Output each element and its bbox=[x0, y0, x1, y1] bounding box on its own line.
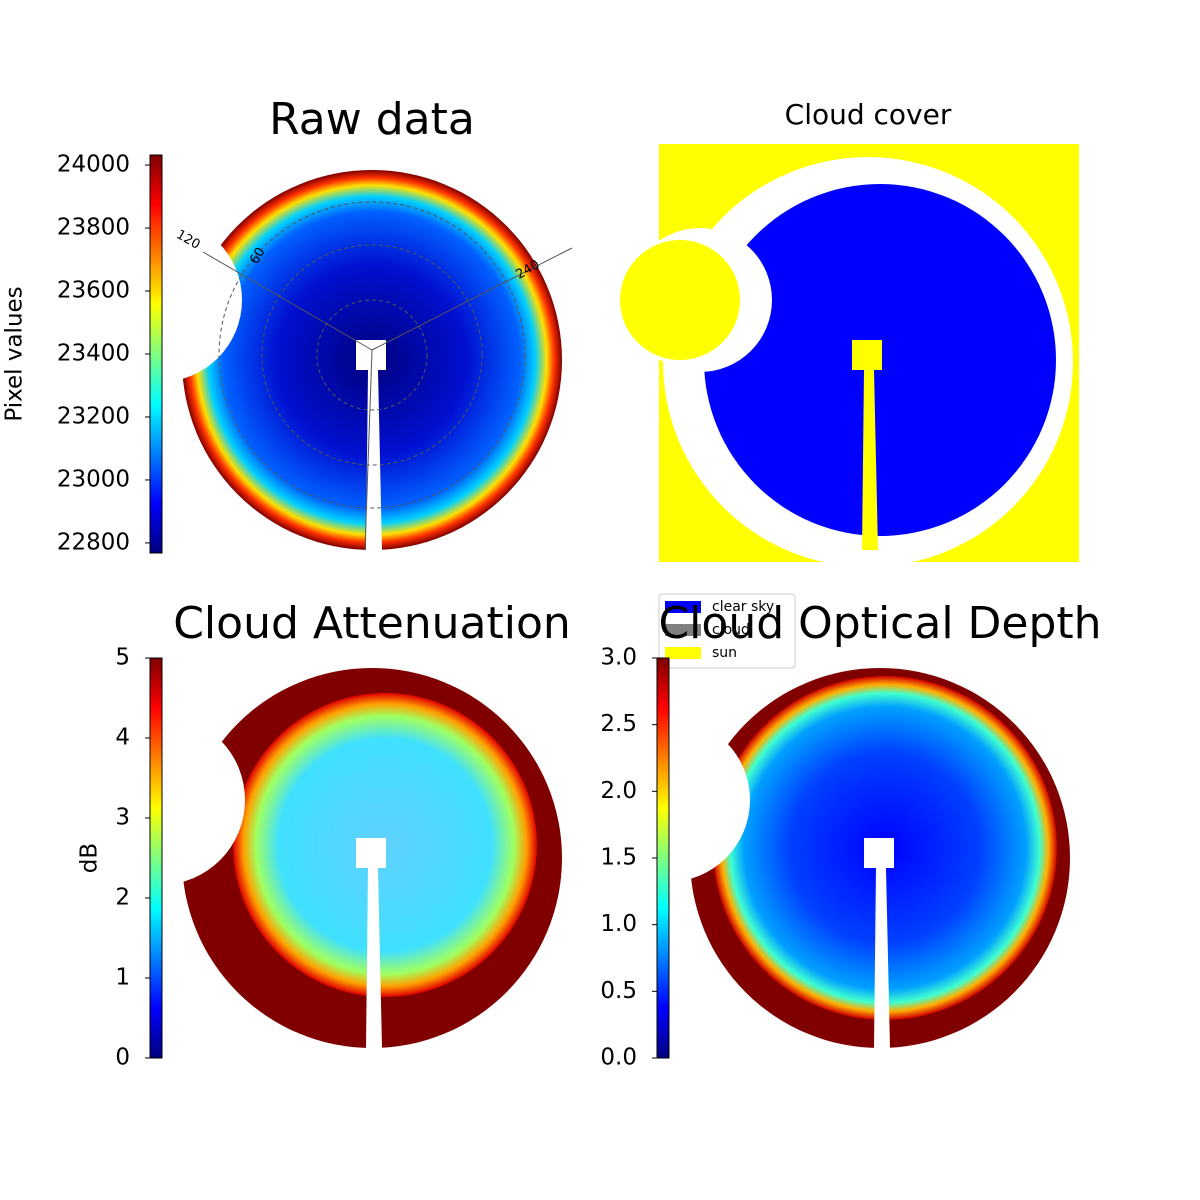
colorbar bbox=[149, 657, 163, 1059]
colorbar-tick-label: 0.0 bbox=[600, 1045, 637, 1071]
polar-spoke bbox=[364, 349, 373, 551]
polar-spoke bbox=[371, 247, 573, 351]
colorbar-tick-label: 22800 bbox=[57, 529, 130, 555]
colorbar bbox=[656, 657, 670, 1059]
panel-title: Cloud Optical Depth bbox=[658, 598, 1101, 649]
colorbar-tick-label: 1 bbox=[115, 965, 130, 991]
colorbar-tick-label: 23000 bbox=[57, 466, 130, 492]
panel-title: Cloud Attenuation bbox=[173, 598, 571, 649]
colorbar-tick-label: 1.5 bbox=[600, 845, 637, 871]
colorbar-tick-label: 2 bbox=[115, 885, 130, 911]
polar-ring bbox=[316, 299, 428, 411]
mask-stem bbox=[356, 838, 386, 1048]
panel-title: Raw data bbox=[269, 94, 475, 145]
colorbar-tick-label: 23600 bbox=[57, 278, 130, 304]
colorbar-tick-label: 0.5 bbox=[600, 978, 637, 1004]
colorbar-tick-label: 23400 bbox=[57, 341, 130, 367]
colorbar-tick-label: 3.0 bbox=[600, 645, 637, 671]
legend-swatch bbox=[665, 601, 701, 613]
mask-stem bbox=[864, 838, 894, 1048]
colorbar bbox=[149, 154, 163, 554]
legend-label: clear sky bbox=[712, 599, 774, 615]
colorbar-tick-label: 4 bbox=[115, 725, 130, 751]
legend-label: sun bbox=[712, 645, 737, 661]
legend-swatch bbox=[665, 624, 701, 636]
colorbar-tick-label: 2.5 bbox=[600, 711, 637, 737]
colorbar-tick-label: 0 bbox=[115, 1045, 130, 1071]
image-cutout bbox=[620, 240, 740, 360]
polar-label: 60 bbox=[247, 245, 268, 267]
colorbar-label: dB bbox=[77, 843, 103, 873]
legend-label: cloud bbox=[712, 622, 750, 638]
colorbar-tick-label: 1.0 bbox=[600, 911, 637, 937]
colorbar-tick-label: 23800 bbox=[57, 215, 130, 241]
mask-stem bbox=[356, 340, 386, 550]
colorbar-tick-label: 3 bbox=[115, 805, 130, 831]
colorbar-tick-label: 2.0 bbox=[600, 778, 637, 804]
polar-ring bbox=[218, 201, 526, 509]
colorbar-tick-label: 23200 bbox=[57, 403, 130, 429]
polar-spoke bbox=[202, 251, 373, 351]
legend-swatch bbox=[665, 647, 701, 659]
polar-ring bbox=[261, 244, 483, 466]
panel-title: Cloud cover bbox=[785, 98, 952, 131]
mask-stem bbox=[852, 340, 882, 550]
colorbar-tick-label: 5 bbox=[115, 645, 130, 671]
colorbar-tick-label: 24000 bbox=[57, 152, 130, 178]
colorbar-label: Pixel values bbox=[2, 286, 28, 421]
